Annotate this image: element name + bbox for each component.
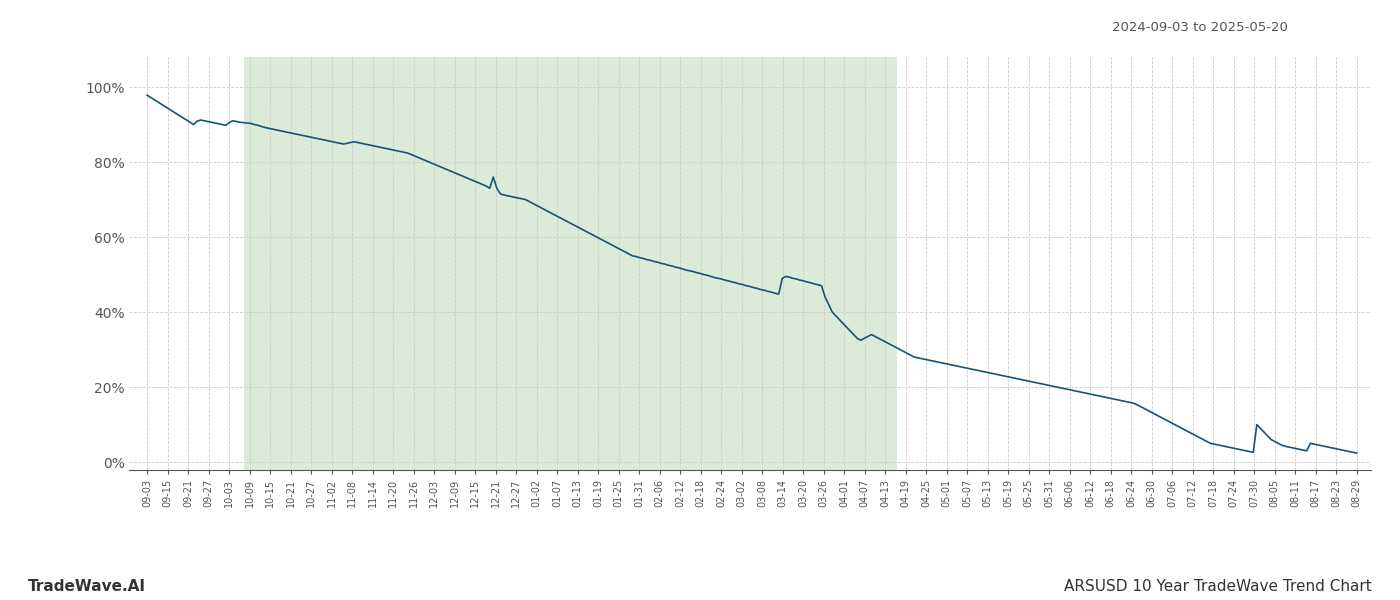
Text: ARSUSD 10 Year TradeWave Trend Chart: ARSUSD 10 Year TradeWave Trend Chart <box>1064 579 1372 594</box>
Text: 2024-09-03 to 2025-05-20: 2024-09-03 to 2025-05-20 <box>1112 21 1288 34</box>
Bar <box>244 57 897 470</box>
Text: TradeWave.AI: TradeWave.AI <box>28 579 146 594</box>
